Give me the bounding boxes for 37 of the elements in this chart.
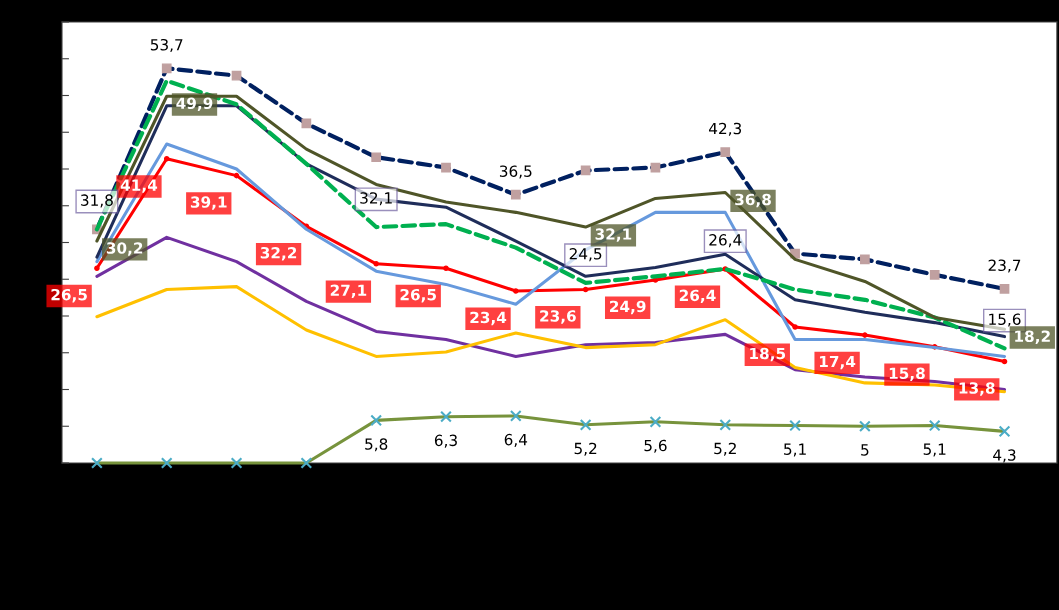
data-label: 32,1: [595, 228, 632, 242]
data-label: 5,6: [644, 439, 667, 453]
data-label: 23,4: [470, 311, 507, 326]
data-label: 4,3: [993, 449, 1016, 463]
data-label: 13,8: [959, 382, 995, 396]
data-label: 5,2: [574, 442, 597, 456]
data-label: 5,2: [714, 442, 736, 456]
data-label: 24,5: [569, 248, 602, 262]
data-label: 27,1: [330, 284, 367, 298]
data-label: 5,1: [923, 443, 946, 457]
data-label: 41,4: [120, 179, 158, 193]
data-label: 18,2: [1015, 330, 1050, 344]
data-label: 26,5: [51, 288, 87, 303]
data-label: 6,3: [434, 434, 457, 448]
data-label: 24,9: [610, 300, 646, 315]
data-label: 42,3: [708, 122, 742, 136]
data-label: 18,5: [750, 347, 786, 362]
data-label: 26,4: [709, 234, 742, 248]
data-label: 36,5: [499, 165, 532, 179]
data-label: 32,2: [260, 246, 297, 261]
data-label: 26,4: [679, 289, 716, 304]
data-label: 5,1: [784, 443, 806, 457]
data-label: 23,7: [988, 259, 1021, 273]
data-label: 39,1: [190, 196, 227, 210]
data-label: 23,6: [540, 310, 576, 324]
data-label: 49,9: [176, 97, 213, 111]
data-label: 15,8: [889, 367, 925, 382]
data-label: 30,2: [106, 242, 143, 256]
data-label: 53,7: [150, 38, 183, 53]
data-label: 15,6: [989, 313, 1021, 327]
data-label: 6,4: [504, 433, 528, 447]
data-label: 36,8: [735, 193, 771, 208]
data-label: 31,8: [81, 194, 113, 208]
data-label: 26,5: [400, 288, 436, 303]
data-label: 17,4: [819, 355, 856, 370]
data-label: 5: [861, 444, 869, 456]
data-label: 5,8: [365, 438, 388, 452]
